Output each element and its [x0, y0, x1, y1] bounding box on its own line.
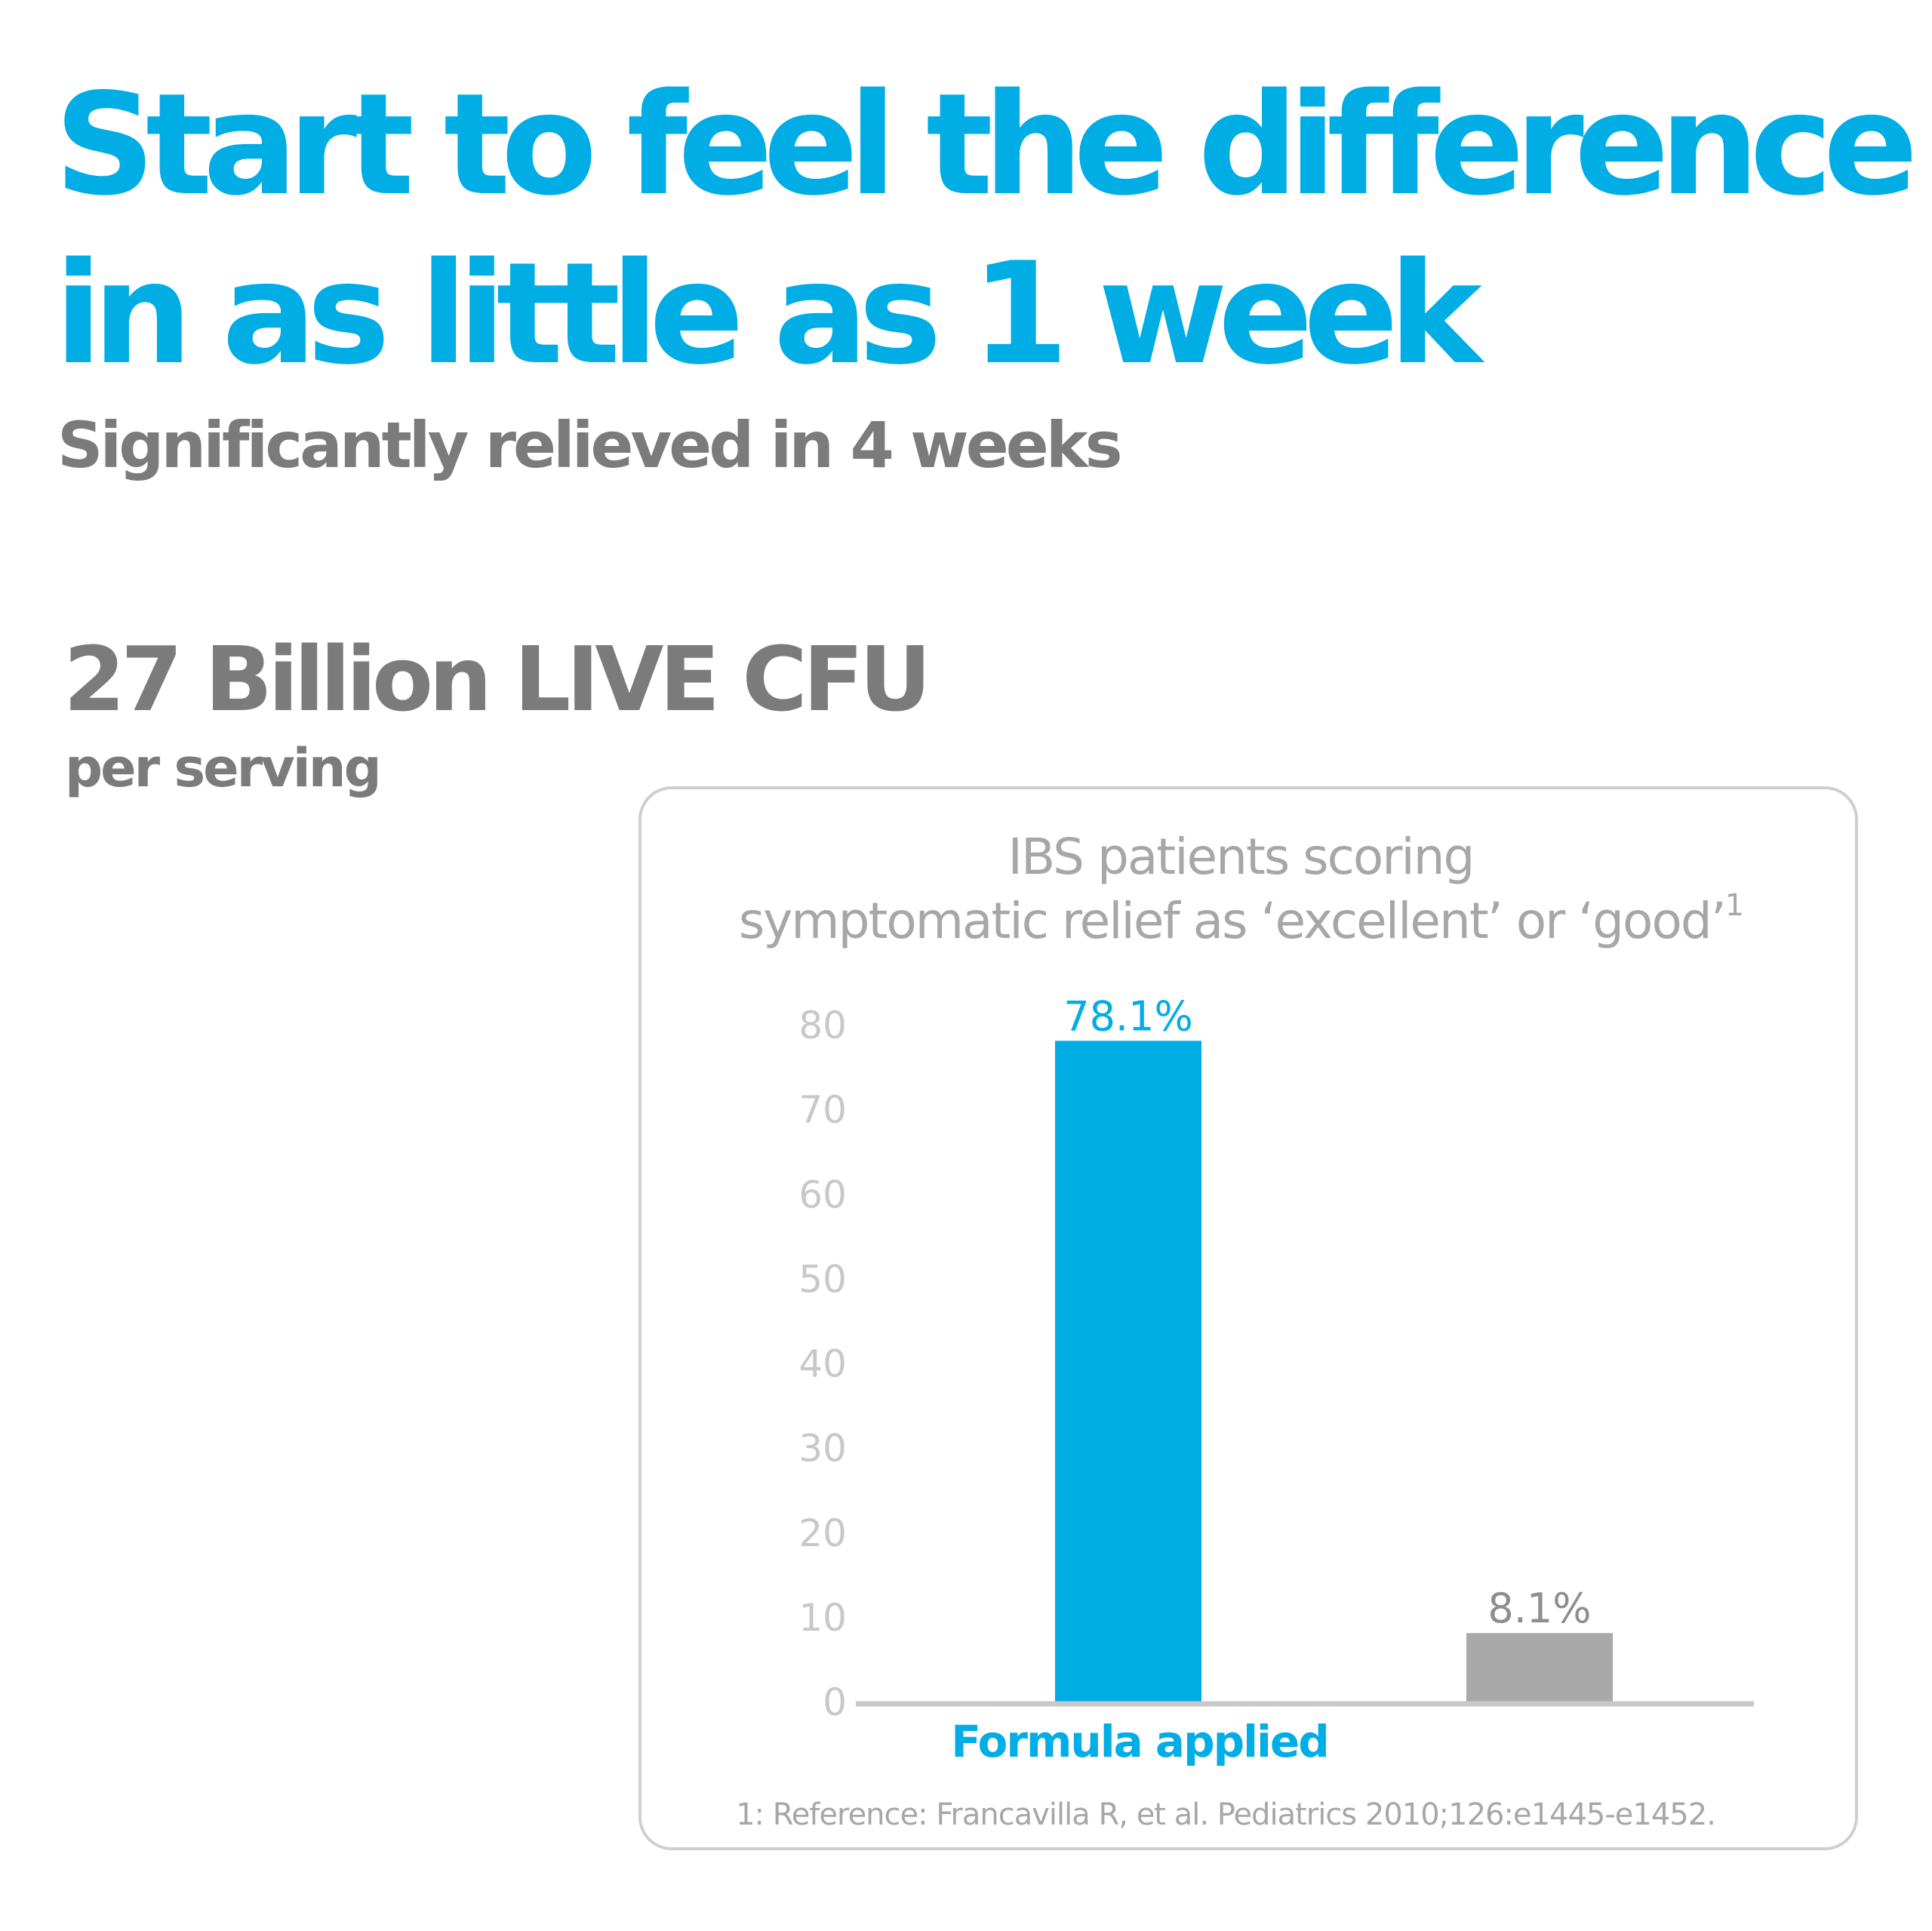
- y-axis: 0 10 20 30 40 50 60 70 80: [798, 1004, 847, 1724]
- y-tick-label-0: 0: [823, 1680, 847, 1724]
- y-tick-label-40: 40: [798, 1342, 847, 1386]
- headline-line-2: in as little as 1 week: [54, 232, 1482, 395]
- bars: 78.1% 8.1%: [1055, 992, 1613, 1702]
- bar-1-value-label: 78.1%: [1063, 992, 1193, 1040]
- bar-2: [1466, 1633, 1613, 1702]
- chart-title-superscript: 1: [1725, 888, 1743, 923]
- chart-title-line-1: IBS patients scoring: [1008, 828, 1474, 886]
- y-tick-label-20: 20: [798, 1511, 847, 1555]
- y-tick-label-60: 60: [798, 1173, 847, 1216]
- cfu-unit: per serving: [65, 737, 382, 799]
- subheadline: Significantly relieved in 4 weeks: [57, 408, 1123, 482]
- bar-1: [1055, 1041, 1201, 1702]
- y-tick-label-80: 80: [798, 1004, 847, 1047]
- y-tick-label-70: 70: [798, 1088, 847, 1132]
- bar-2-value-label: 8.1%: [1487, 1585, 1591, 1632]
- y-tick-label-30: 30: [798, 1427, 847, 1471]
- chart-title-line-2-text: symptomatic relief as ‘excellent’ or ‘go…: [739, 892, 1725, 950]
- headline-line-1: Start to feel the difference: [54, 63, 1918, 226]
- y-tick-label-50: 50: [798, 1257, 847, 1301]
- chart-footnote: 1: Reference: Francavilla R, et al. Pedi…: [736, 1797, 1715, 1832]
- category-label-formula: Formula applied: [951, 1716, 1327, 1767]
- y-tick-label-10: 10: [798, 1596, 847, 1640]
- chart-title-line-2: symptomatic relief as ‘excellent’ or ‘go…: [739, 888, 1743, 950]
- cfu-amount: 27 Billion LIVE CFU: [63, 627, 931, 731]
- chart-card: [638, 786, 1858, 1850]
- headline: Start to feel the difference in as littl…: [54, 60, 1918, 398]
